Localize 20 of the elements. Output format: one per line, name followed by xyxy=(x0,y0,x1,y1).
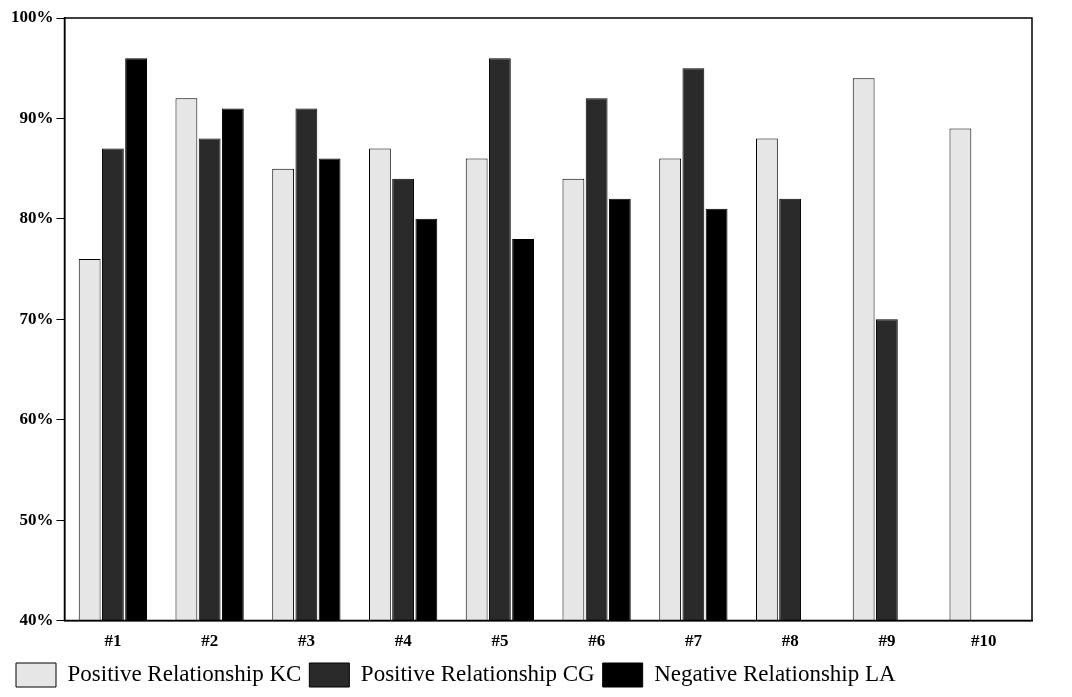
x-tick-label: #4 xyxy=(394,631,413,651)
y-tick-label: 40% xyxy=(19,609,54,629)
y-tick-label: 80% xyxy=(19,208,54,228)
x-tick-label: #1 xyxy=(104,631,122,651)
x-tick-label: #10 xyxy=(970,631,997,651)
x-tick-label: #7 xyxy=(684,631,703,651)
y-tick-label: 50% xyxy=(19,509,54,529)
x-tick-label: #6 xyxy=(588,631,606,651)
legend-label: Positive Relationship KC xyxy=(67,661,302,687)
legend-label: Negative Relationship LA xyxy=(654,661,897,687)
y-tick-label: 100% xyxy=(11,7,54,27)
x-tick-label: #2 xyxy=(201,631,219,651)
x-tick-label: #9 xyxy=(878,631,896,651)
y-tick-label: 90% xyxy=(19,107,54,127)
y-tick-label: 60% xyxy=(19,409,54,429)
y-tick-label: 70% xyxy=(19,308,54,328)
x-tick-label: #5 xyxy=(491,631,509,651)
x-tick-label: #8 xyxy=(781,631,799,651)
x-tick-label: #3 xyxy=(297,631,315,651)
legend-label: Positive Relationship CG xyxy=(360,661,595,687)
